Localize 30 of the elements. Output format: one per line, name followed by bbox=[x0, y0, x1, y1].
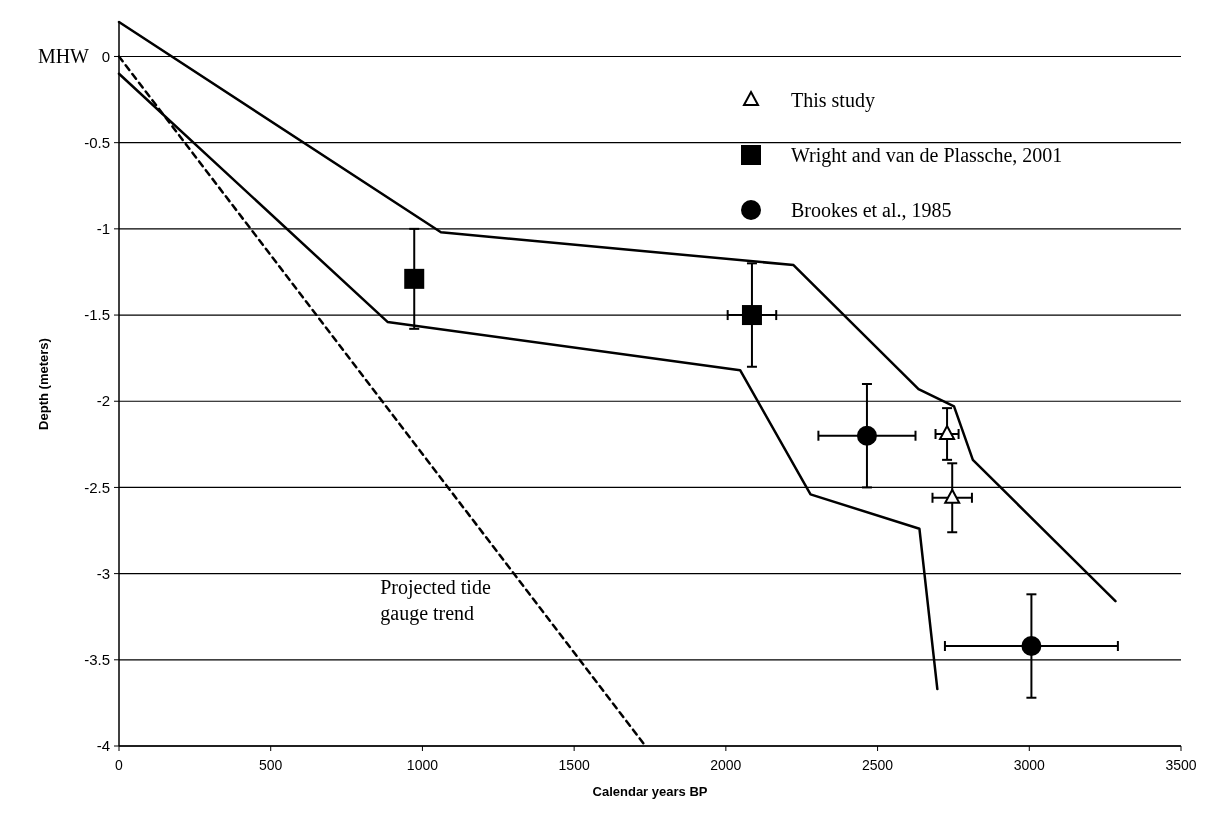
x-tick-label: 1500 bbox=[558, 757, 590, 773]
y-tick-label: -0.5 bbox=[84, 133, 110, 151]
y-tick-label: -3 bbox=[96, 564, 110, 582]
x-tick-label: 500 bbox=[259, 757, 283, 773]
point bbox=[944, 488, 961, 504]
x-tick-label: 0 bbox=[115, 757, 124, 773]
y-tick-label: -2.5 bbox=[84, 478, 110, 496]
y-tick-label: -1 bbox=[96, 220, 110, 238]
y-tick-label: -3.5 bbox=[84, 651, 110, 669]
annotation: Projected tide gauge trend bbox=[380, 575, 491, 625]
x-tick-label: 2500 bbox=[861, 757, 894, 773]
point bbox=[939, 424, 956, 440]
legend-label: This study bbox=[791, 89, 875, 112]
text: MHW bbox=[37, 45, 90, 68]
y-tick-label: -2 bbox=[96, 392, 110, 410]
x-tick-label: 2000 bbox=[710, 757, 742, 773]
legend-label: Brookes et al., 1985 bbox=[791, 199, 952, 221]
point bbox=[856, 425, 877, 446]
point bbox=[1021, 636, 1042, 657]
point bbox=[741, 305, 762, 326]
legend-label: Wright and van de Plassche, 2001 bbox=[791, 144, 1063, 167]
y-tick-label: 0 bbox=[101, 47, 110, 65]
y-axis-title: Depth (meters) bbox=[36, 338, 51, 430]
x-tick-label: 1000 bbox=[406, 757, 439, 773]
y-tick-label: -1.5 bbox=[84, 306, 110, 324]
point bbox=[404, 268, 425, 289]
x-axis-title: Calendar years BP bbox=[592, 784, 708, 799]
x-tick-label: 3000 bbox=[1013, 757, 1046, 773]
x-tick-label: 3500 bbox=[1165, 757, 1197, 773]
y-tick-label: -4 bbox=[96, 737, 110, 755]
